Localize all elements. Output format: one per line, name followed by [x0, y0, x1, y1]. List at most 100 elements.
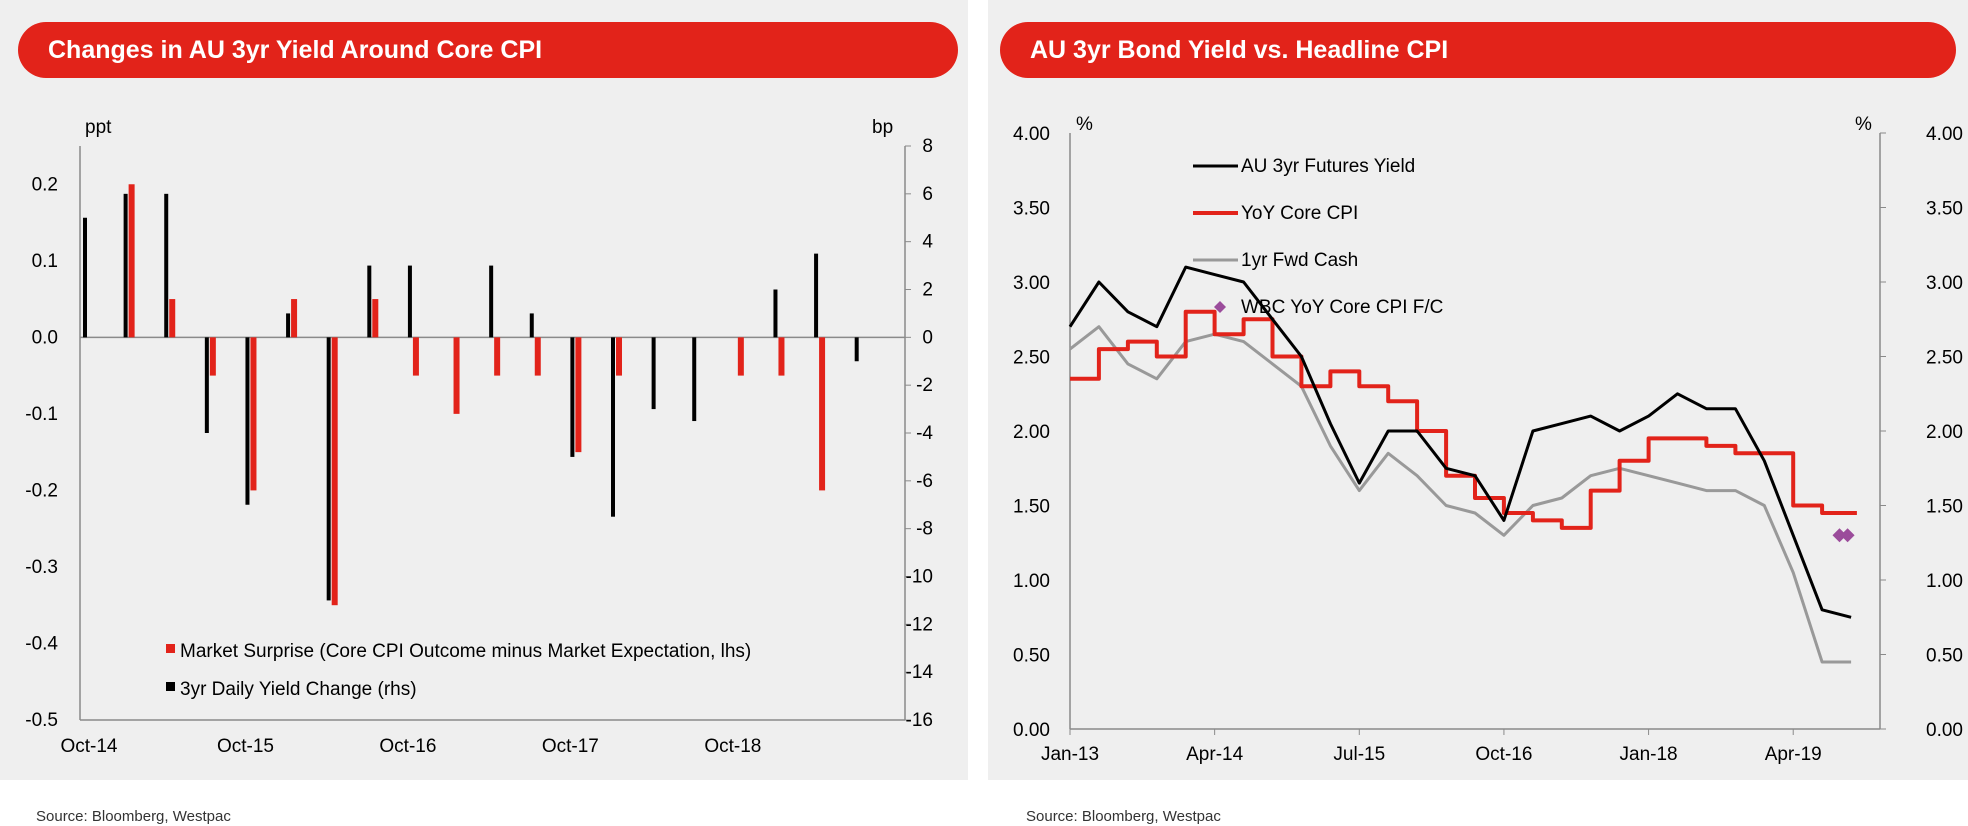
left-y-tick-label: 0.00 — [1013, 720, 1050, 741]
x-tick-label: Oct-16 — [1475, 744, 1532, 765]
right-y-tick-label: 8 — [922, 136, 933, 157]
legend-swatch-forecast — [1214, 301, 1226, 313]
yield-change-bar — [854, 337, 859, 362]
yield-change-bar — [286, 313, 291, 338]
market-surprise-bar — [412, 337, 419, 376]
legend-swatch-yield-change — [166, 682, 175, 691]
yield-change-bar — [529, 313, 534, 338]
x-tick-label: Apr-19 — [1765, 744, 1822, 765]
left-chart-panel — [0, 0, 968, 780]
fwd-cash-line — [1069, 325, 1852, 664]
futures-yield-line — [1068, 265, 1852, 619]
x-tick-label: Jan-13 — [1041, 744, 1099, 765]
market-surprise-bar — [331, 337, 338, 606]
right-y-tick-label: 0.00 — [1926, 720, 1963, 741]
yield-change-bar — [611, 337, 615, 517]
right-y-tick-label: -4 — [916, 423, 933, 444]
left-y-tick-label: 4.00 — [1013, 124, 1050, 145]
yield-change-bar — [83, 217, 87, 338]
right-y-tick-label: 1.50 — [1926, 497, 1963, 518]
left-y-tick-label: 0.0 — [32, 327, 58, 348]
x-tick-label: Oct-15 — [217, 736, 274, 757]
left-y-tick-label: 3.00 — [1013, 273, 1050, 294]
left-y-tick-label: 0.2 — [32, 174, 58, 195]
right-y-tick-label: 3.50 — [1926, 199, 1963, 220]
right-y-axis-unit: bp — [872, 117, 893, 138]
market-surprise-bar — [453, 337, 460, 414]
legend-swatch-market-surprise — [166, 644, 175, 653]
right-y-tick-label: 0 — [922, 327, 933, 348]
left-y-tick-label: 2.00 — [1013, 422, 1050, 443]
yield-change-bar — [326, 337, 331, 601]
right-y-tick-label: -8 — [916, 519, 933, 540]
x-tick-label: Jan-18 — [1620, 744, 1678, 765]
left-y-tick-label: -0.3 — [25, 557, 58, 578]
forecast-point — [1832, 528, 1847, 543]
market-surprise-bar — [128, 184, 135, 338]
market-surprise-bar — [372, 299, 379, 338]
market-surprise-bar — [819, 337, 826, 491]
right-y-tick-label: 3.00 — [1926, 273, 1963, 294]
left-y-tick-label: 0.1 — [32, 251, 58, 272]
left-y-axis-unit: ppt — [85, 117, 112, 138]
left-y-axis-unit: % — [1076, 114, 1093, 135]
x-tick-label: Apr-14 — [1186, 744, 1243, 765]
x-tick-label: Oct-14 — [60, 736, 117, 757]
market-surprise-bar — [209, 337, 216, 376]
left-y-tick-label: -0.2 — [25, 480, 58, 501]
right-y-tick-label: 1.00 — [1926, 571, 1963, 592]
market-surprise-bar — [616, 337, 622, 376]
x-tick-label: Oct-16 — [379, 736, 436, 757]
market-surprise-bar — [291, 299, 298, 338]
right-y-tick-label: -14 — [906, 662, 934, 683]
yield-change-bar — [651, 337, 656, 410]
legend-label-market-surprise: Market Surprise (Core CPI Outcome minus … — [180, 641, 751, 662]
left-y-tick-label: -0.4 — [25, 633, 58, 654]
left-y-tick-label: -0.5 — [25, 710, 58, 731]
yield-change-bar — [489, 265, 494, 338]
market-surprise-bar — [778, 337, 785, 376]
legend-label-yield-change: 3yr Daily Yield Change (rhs) — [180, 679, 417, 700]
right-y-tick-label: -16 — [906, 710, 933, 731]
left-y-tick-label: -0.1 — [25, 404, 58, 425]
market-surprise-bar — [250, 337, 257, 491]
right-y-axis-unit: % — [1855, 114, 1872, 135]
right-chart-title: AU 3yr Bond Yield vs. Headline CPI — [1000, 22, 1956, 78]
yield-change-bar — [407, 265, 412, 338]
legend-label-fwd-cash: 1yr Fwd Cash — [1241, 250, 1358, 271]
legend-label-core-cpi: YoY Core CPI — [1241, 203, 1358, 224]
right-y-tick-label: -12 — [906, 614, 933, 635]
yield-change-bar — [814, 253, 819, 338]
right-source-note: Source: Bloomberg, Westpac — [1026, 808, 1221, 825]
x-tick-label: Oct-18 — [704, 736, 761, 757]
yield-change-bar — [367, 265, 372, 338]
x-tick-label: Jul-15 — [1333, 744, 1385, 765]
left-y-tick-label: 3.50 — [1013, 199, 1050, 220]
x-tick-label: Oct-17 — [542, 736, 599, 757]
yield-change-bar — [123, 193, 128, 338]
right-y-tick-label: 2 — [922, 280, 933, 301]
left-y-tick-label: 2.50 — [1013, 348, 1050, 369]
right-chart-panel — [988, 0, 1968, 780]
core-cpi-line — [1070, 309, 1857, 530]
right-y-tick-label: -2 — [916, 375, 933, 396]
yield-change-bar — [164, 193, 169, 338]
yield-change-bar — [204, 337, 209, 433]
right-y-tick-label: 4.00 — [1926, 124, 1963, 145]
yield-change-bar — [570, 337, 575, 457]
right-y-tick-label: -6 — [916, 471, 933, 492]
yield-change-bar — [245, 337, 250, 505]
market-surprise-bar — [575, 337, 582, 453]
market-surprise-bar — [494, 337, 501, 376]
right-y-tick-label: -10 — [906, 567, 933, 588]
left-source-note: Source: Bloomberg, Westpac — [36, 808, 231, 825]
market-surprise-bar — [737, 337, 744, 376]
market-surprise-bar — [534, 337, 541, 376]
legend-label-futures-yield: AU 3yr Futures Yield — [1241, 156, 1415, 177]
right-y-tick-label: 4 — [922, 232, 933, 253]
right-y-tick-label: 2.00 — [1926, 422, 1963, 443]
right-y-tick-label: 2.50 — [1926, 348, 1963, 369]
left-y-tick-label: 1.50 — [1013, 497, 1050, 518]
right-y-tick-label: 6 — [922, 184, 933, 205]
left-y-tick-label: 0.50 — [1013, 646, 1050, 667]
